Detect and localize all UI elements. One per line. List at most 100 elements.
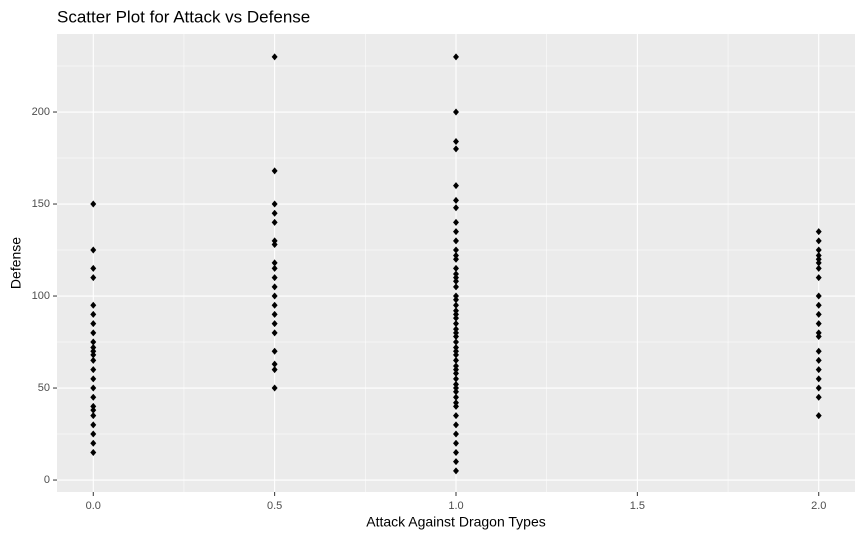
point bbox=[453, 310, 459, 318]
point bbox=[815, 264, 822, 272]
points bbox=[90, 53, 822, 475]
point bbox=[271, 218, 278, 226]
x-tick-label: 0.0 bbox=[86, 500, 101, 512]
point bbox=[453, 264, 459, 272]
point bbox=[453, 356, 459, 364]
x-tick-label: 1.5 bbox=[630, 500, 645, 512]
point bbox=[453, 237, 459, 245]
point bbox=[815, 255, 822, 263]
point bbox=[271, 366, 278, 374]
point bbox=[271, 292, 278, 300]
point bbox=[271, 167, 278, 175]
point bbox=[453, 301, 459, 309]
point bbox=[453, 467, 459, 475]
y-tick-label: 150 bbox=[32, 198, 50, 210]
point bbox=[453, 320, 459, 328]
x-tick-label: 1.0 bbox=[448, 500, 463, 512]
y-tick-label: 200 bbox=[32, 106, 50, 118]
point bbox=[90, 393, 97, 401]
point bbox=[90, 329, 97, 337]
point bbox=[453, 228, 459, 236]
point bbox=[453, 380, 459, 388]
point bbox=[453, 246, 459, 254]
point bbox=[90, 421, 97, 429]
point bbox=[453, 196, 459, 204]
point bbox=[453, 448, 459, 456]
point bbox=[90, 264, 97, 272]
point bbox=[453, 137, 459, 145]
point bbox=[453, 270, 459, 278]
chart-title: Scatter Plot for Attack vs Defense bbox=[57, 7, 310, 26]
y-tick-label: 50 bbox=[38, 382, 50, 394]
point bbox=[271, 274, 278, 282]
point bbox=[453, 439, 459, 447]
point bbox=[271, 259, 278, 267]
point bbox=[271, 53, 278, 61]
point bbox=[453, 351, 459, 359]
point bbox=[271, 283, 278, 291]
point bbox=[271, 237, 278, 245]
point bbox=[90, 412, 97, 420]
point bbox=[90, 351, 97, 359]
point bbox=[453, 314, 459, 322]
y-tick-label: 0 bbox=[44, 474, 50, 486]
point bbox=[453, 338, 459, 346]
point bbox=[815, 246, 822, 254]
point bbox=[453, 53, 459, 61]
point bbox=[453, 307, 459, 315]
point bbox=[90, 406, 97, 414]
point bbox=[90, 430, 97, 438]
point bbox=[815, 301, 822, 309]
point bbox=[453, 274, 459, 282]
point bbox=[453, 399, 459, 407]
point bbox=[453, 421, 459, 429]
point bbox=[90, 356, 97, 364]
point bbox=[453, 182, 459, 190]
point bbox=[453, 329, 459, 337]
x-tick-label: 2.0 bbox=[811, 500, 826, 512]
point bbox=[90, 439, 97, 447]
point bbox=[271, 310, 278, 318]
point bbox=[453, 347, 459, 355]
x-axis-label: Attack Against Dragon Types bbox=[366, 514, 546, 530]
point bbox=[90, 246, 97, 254]
point bbox=[453, 292, 459, 300]
point bbox=[271, 329, 278, 337]
y-tick-label: 100 bbox=[32, 290, 50, 302]
point bbox=[815, 366, 822, 374]
point bbox=[815, 393, 822, 401]
point bbox=[90, 200, 97, 208]
point bbox=[453, 333, 459, 341]
point bbox=[271, 320, 278, 328]
point bbox=[815, 274, 822, 282]
point bbox=[453, 145, 459, 153]
point bbox=[453, 430, 459, 438]
point bbox=[453, 388, 459, 396]
point bbox=[453, 458, 459, 466]
point bbox=[90, 320, 97, 328]
point bbox=[90, 344, 97, 352]
point bbox=[271, 301, 278, 309]
point bbox=[90, 402, 97, 410]
point bbox=[815, 347, 822, 355]
point bbox=[815, 292, 822, 300]
point bbox=[815, 320, 822, 328]
point bbox=[815, 252, 822, 260]
point bbox=[453, 393, 459, 401]
point bbox=[815, 356, 822, 364]
point bbox=[815, 310, 822, 318]
point bbox=[453, 384, 459, 392]
point bbox=[453, 369, 459, 377]
point bbox=[453, 344, 459, 352]
point bbox=[90, 310, 97, 318]
point bbox=[271, 264, 278, 272]
point bbox=[271, 241, 278, 249]
point bbox=[90, 347, 97, 355]
point bbox=[90, 366, 97, 374]
point bbox=[271, 384, 278, 392]
point bbox=[453, 366, 459, 374]
point bbox=[453, 362, 459, 370]
point bbox=[815, 375, 822, 383]
point bbox=[453, 412, 459, 420]
